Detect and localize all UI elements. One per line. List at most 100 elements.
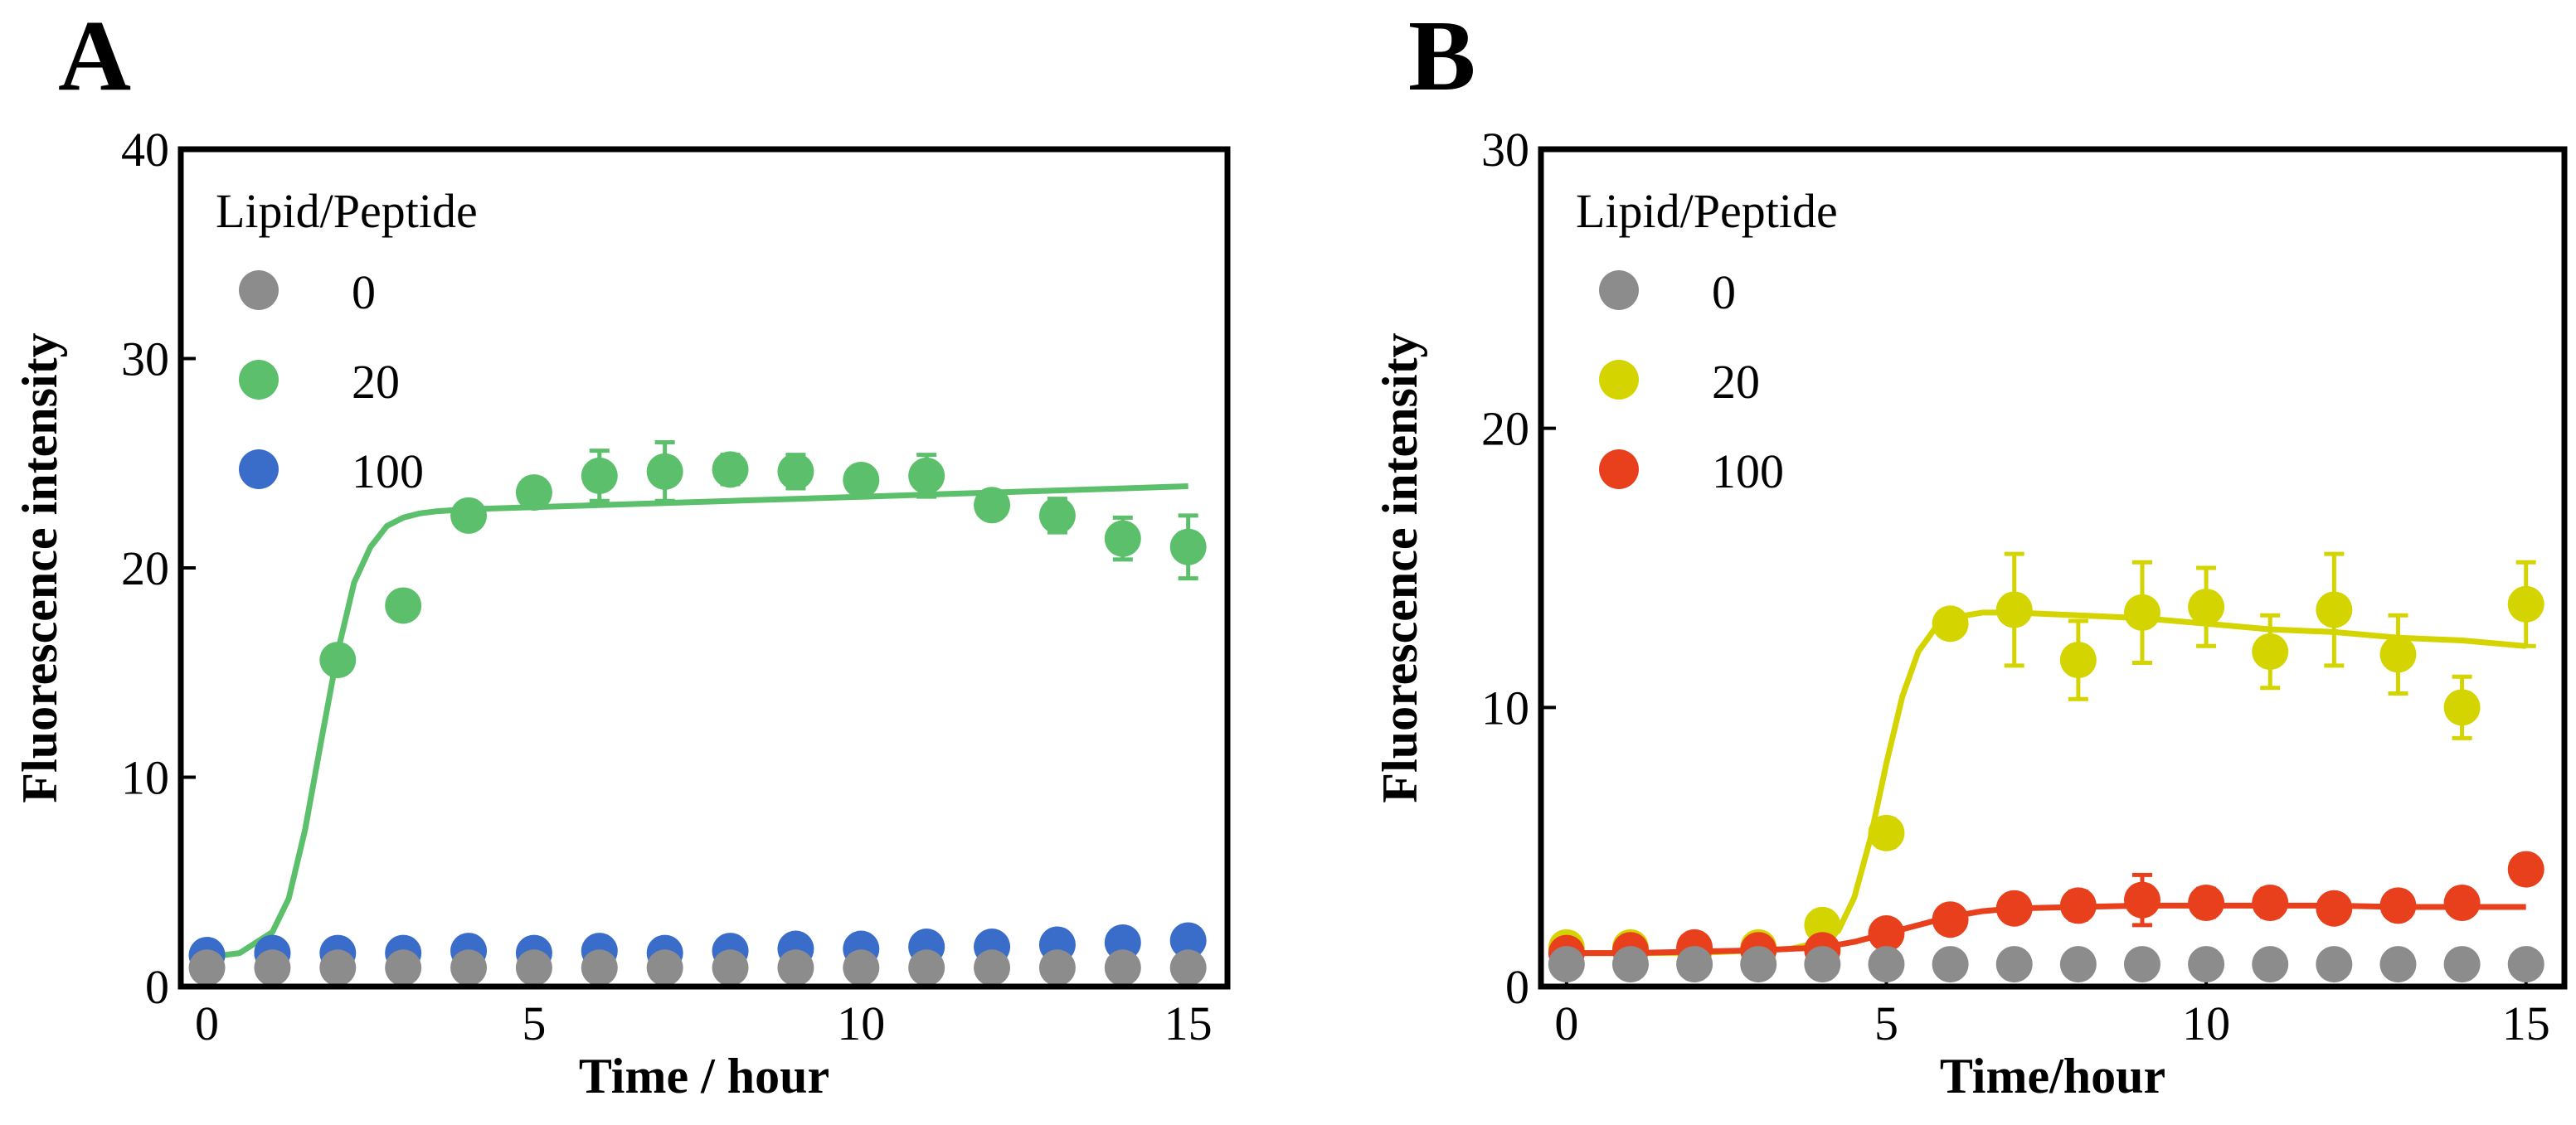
legend-marker — [1599, 449, 1639, 489]
data-point — [319, 642, 357, 679]
data-point — [1995, 591, 2033, 628]
legend-label: 0 — [1712, 265, 1736, 319]
data-point — [2443, 885, 2481, 921]
data-point — [2316, 946, 2353, 983]
data-point — [1104, 520, 1141, 557]
data-point — [2188, 946, 2225, 983]
y-tick-label: 30 — [1481, 123, 1529, 177]
data-point — [974, 949, 1011, 987]
legend: Lipid/Peptide 0 20 100 — [216, 184, 478, 498]
data-point — [1868, 915, 1905, 953]
data-point — [2507, 851, 2544, 888]
data-point — [2123, 946, 2160, 983]
data-point — [1804, 906, 1841, 943]
data-point — [1932, 605, 1969, 643]
data-point — [1104, 924, 1141, 961]
plot-frame — [1538, 146, 2568, 990]
legend-marker — [239, 270, 279, 310]
y-axis-label: Fluorescence intensity — [12, 332, 67, 803]
data-point — [254, 949, 291, 987]
legend-title: Lipid/Peptide — [1576, 184, 1838, 238]
data-point — [1995, 890, 2033, 927]
series-0 — [1548, 946, 2544, 983]
plot-frame — [177, 146, 1231, 990]
data-point — [385, 587, 422, 624]
panel-a: A 0 10 20 30 40 0 5 10 15 Time / hour Fluorescence … — [12, 0, 1231, 1103]
data-point — [515, 949, 552, 987]
y-tick-label: 10 — [1481, 681, 1529, 735]
data-point — [1868, 814, 1905, 851]
data-point — [1932, 946, 1969, 983]
y-tick-label: 0 — [1505, 960, 1529, 1014]
legend-label: 100 — [1712, 444, 1784, 498]
fit-line — [207, 483, 1188, 961]
panel-letter: A — [58, 0, 131, 112]
data-point — [1169, 922, 1207, 959]
data-point — [777, 453, 814, 490]
data-point — [2443, 689, 2481, 726]
data-point — [908, 949, 945, 987]
data-point — [2123, 594, 2160, 631]
data-point — [450, 497, 488, 534]
x-tick-label: 0 — [1554, 996, 1578, 1050]
data-point — [2188, 885, 2225, 921]
legend-label: 20 — [352, 355, 400, 409]
legend-marker — [1599, 360, 1639, 400]
data-point — [1104, 949, 1141, 987]
data-point — [712, 949, 749, 987]
data-point — [2252, 946, 2289, 983]
data-point — [2316, 591, 2353, 628]
x-tick-label: 5 — [522, 996, 546, 1050]
data-point — [1804, 946, 1841, 983]
data-point — [1995, 946, 2033, 983]
data-point — [319, 949, 357, 987]
x-tick-label: 15 — [1164, 996, 1213, 1050]
data-point — [581, 949, 618, 987]
legend-label: 0 — [352, 265, 376, 319]
data-point — [188, 949, 226, 987]
series-20 — [188, 440, 1207, 974]
data-point — [1932, 901, 1969, 938]
x-axis-label: Time/hour — [1940, 1049, 2165, 1103]
legend-title: Lipid/Peptide — [216, 184, 478, 238]
data-point — [1676, 946, 1713, 983]
x-tick-label: 0 — [195, 996, 219, 1050]
panel-b: B 0 10 20 30 0 5 10 15 Time/hour Fluorescence inte… — [1373, 0, 2568, 1103]
data-point — [385, 949, 422, 987]
x-tick-label: 5 — [1874, 996, 1898, 1050]
data-point — [712, 451, 749, 488]
y-tick-label: 30 — [121, 332, 169, 386]
data-point — [843, 949, 880, 987]
data-point — [1740, 946, 1777, 983]
legend-marker — [239, 449, 279, 489]
data-point — [1611, 946, 1649, 983]
data-point — [515, 474, 552, 512]
legend: Lipid/Peptide 0 20 100 — [1576, 184, 1838, 498]
data-point — [646, 949, 683, 987]
data-point — [2252, 633, 2289, 670]
x-tick-label: 15 — [2502, 996, 2550, 1050]
data-point — [1038, 949, 1076, 987]
data-point — [2123, 881, 2160, 919]
x-axis-label: Time / hour — [579, 1049, 829, 1103]
y-tick-label: 20 — [1481, 402, 1529, 456]
y-tick-label: 40 — [121, 123, 169, 177]
data-point — [450, 949, 488, 987]
data-point — [2059, 946, 2097, 983]
data-point — [1868, 946, 1905, 983]
x-tick-label: 10 — [2182, 996, 2230, 1050]
data-point — [1038, 497, 1076, 534]
legend-marker — [1599, 270, 1639, 310]
data-point — [1169, 528, 1207, 565]
data-point — [908, 457, 945, 494]
data-point — [2316, 890, 2353, 927]
x-tick-label: 10 — [837, 996, 885, 1050]
data-point — [777, 949, 814, 987]
legend-marker — [239, 360, 279, 400]
data-point — [2252, 885, 2289, 921]
y-tick-label: 0 — [145, 960, 169, 1014]
data-point — [646, 453, 683, 490]
data-point — [2379, 946, 2417, 983]
data-point — [581, 457, 618, 494]
